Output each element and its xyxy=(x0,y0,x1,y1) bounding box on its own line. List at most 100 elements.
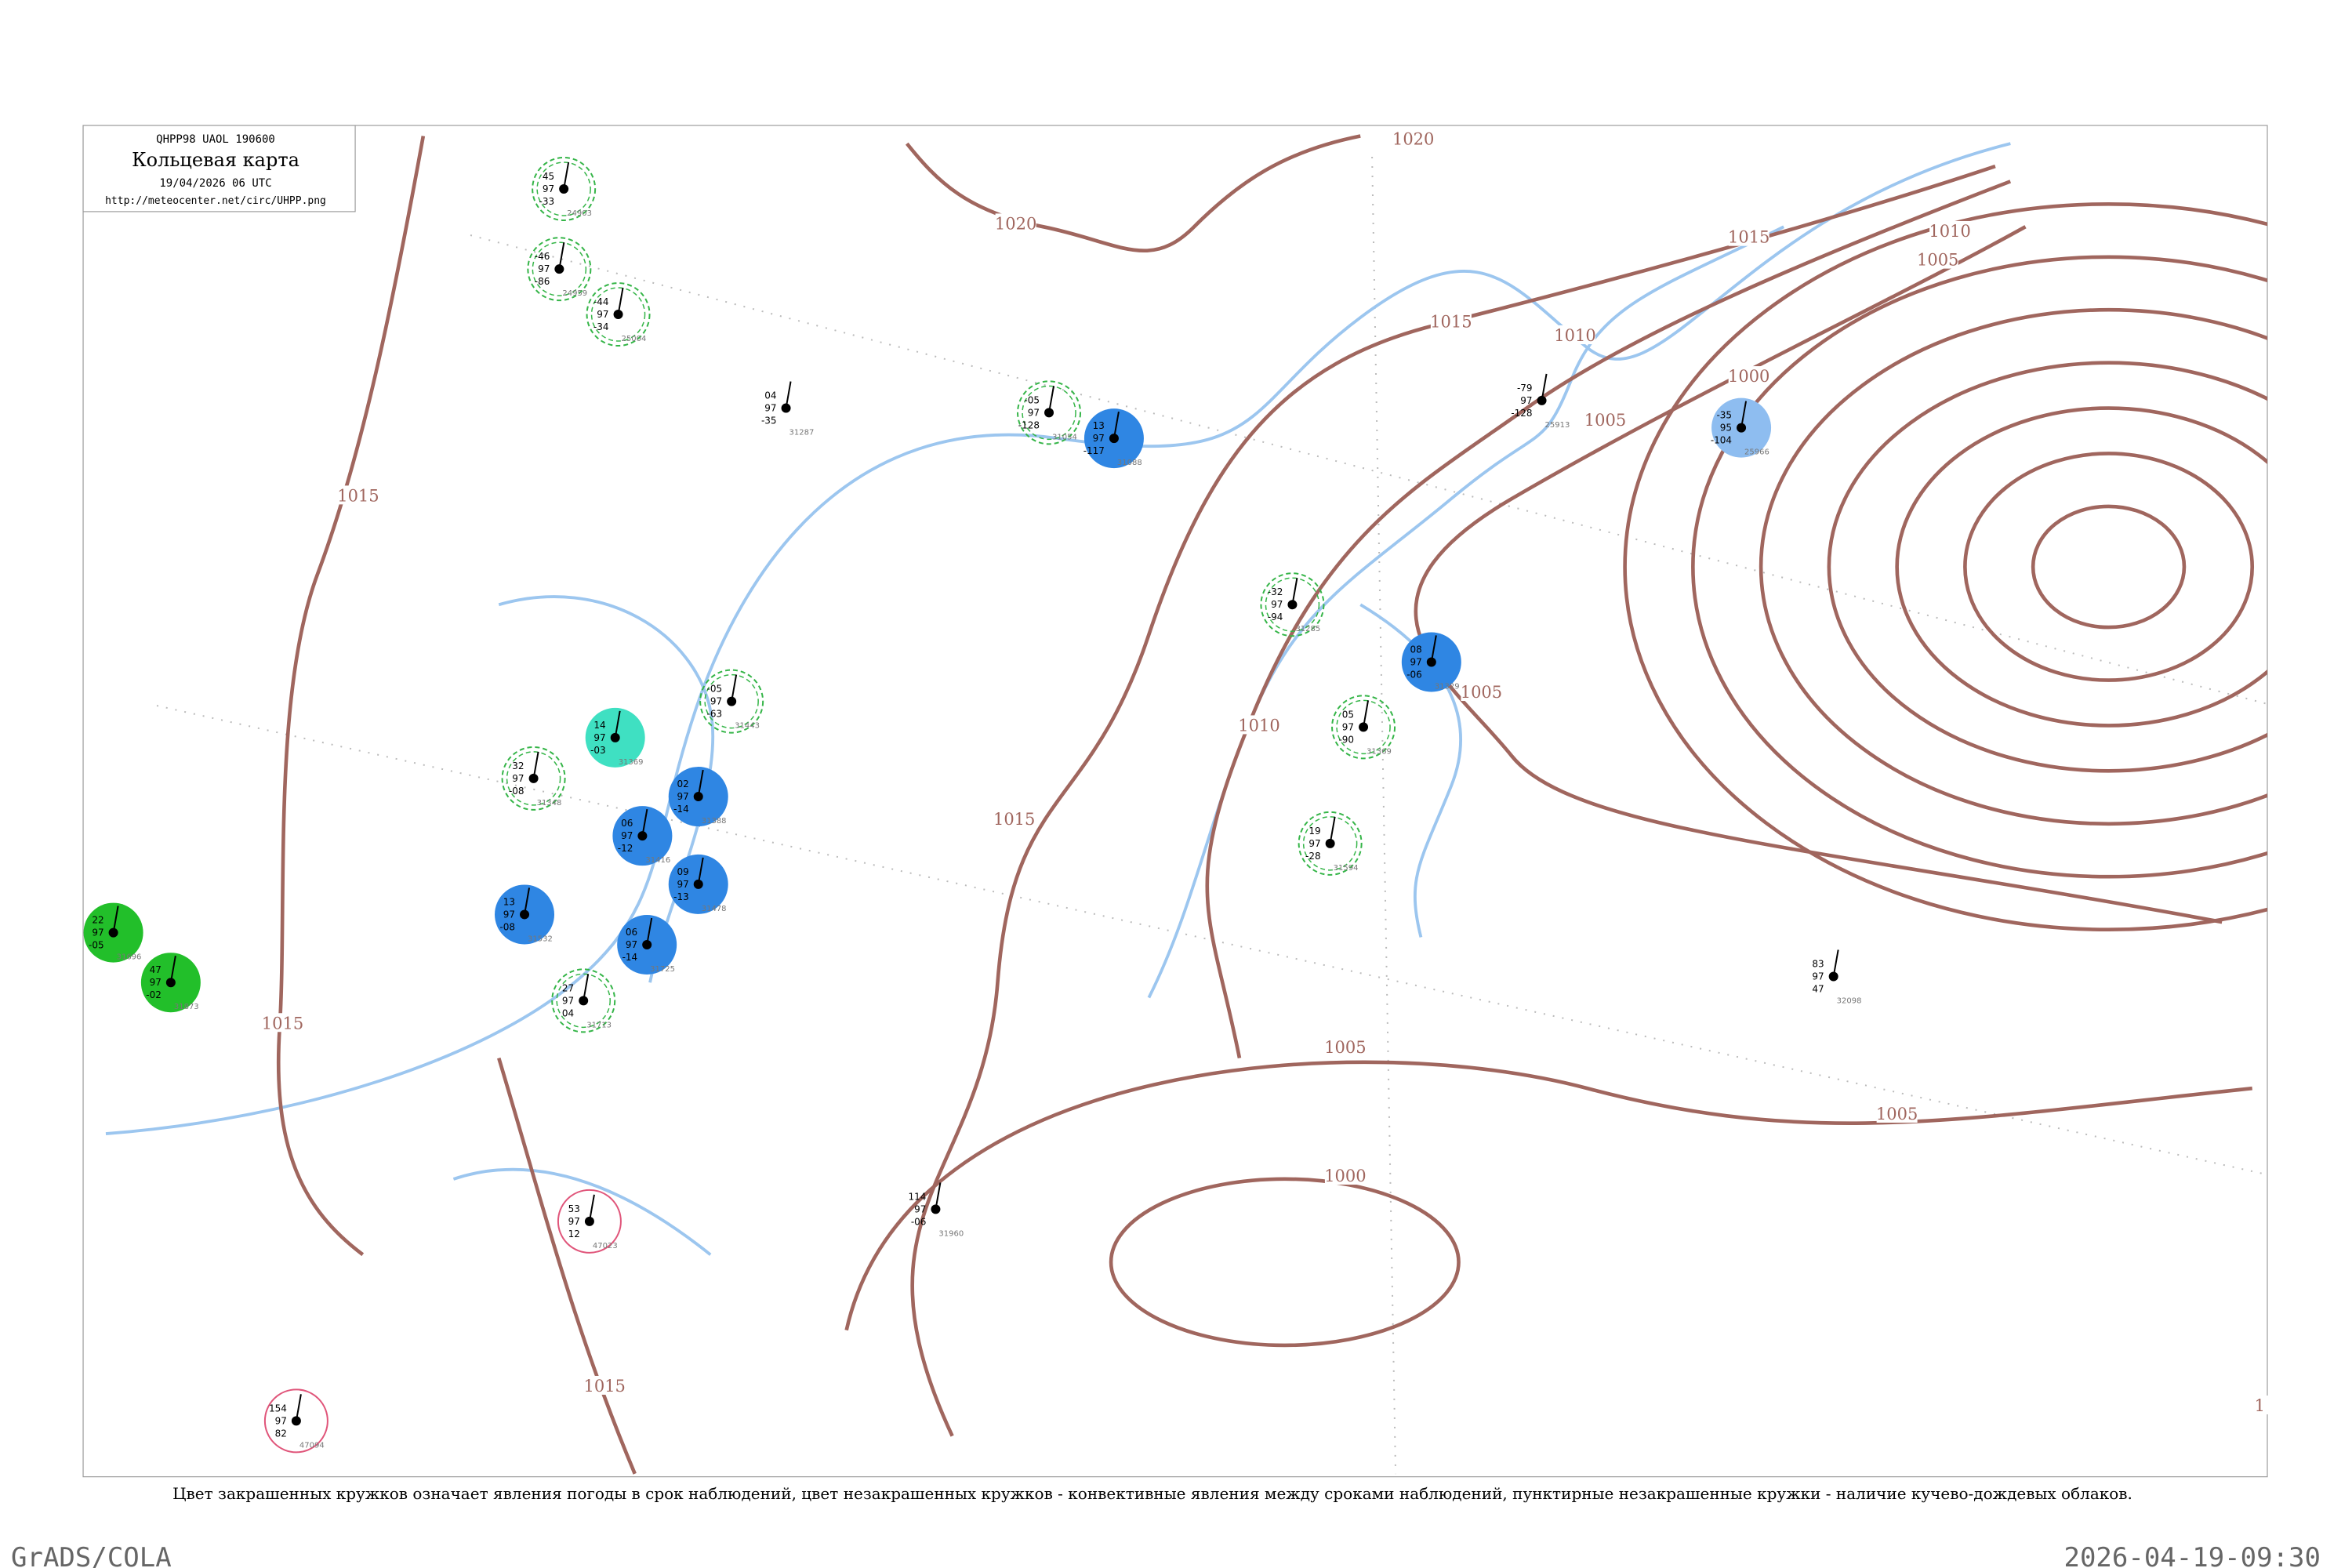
station-pressure: 97 xyxy=(914,1203,926,1214)
station-id: 31416 xyxy=(645,856,670,865)
label-bg xyxy=(1728,227,1769,246)
station-id: 25004 xyxy=(622,335,647,343)
isobar-label: 1010 xyxy=(1929,222,1970,241)
station-pressure: 97 xyxy=(1342,721,1354,732)
wind-barb xyxy=(583,974,590,1001)
station-pressure: 97 xyxy=(593,732,605,743)
cb-ring xyxy=(506,751,561,806)
station-id: 31532 xyxy=(528,935,553,943)
isobar-label: 1000 xyxy=(1728,367,1769,386)
station-temp: 08 xyxy=(1410,644,1422,655)
wind-barb xyxy=(785,381,792,408)
label-bg xyxy=(995,213,1036,233)
station-id: 24903 xyxy=(567,209,592,218)
station-dew: -117 xyxy=(1083,445,1105,456)
station-temp: 114 xyxy=(909,1191,927,1202)
station-id: 31348 xyxy=(537,799,562,808)
cb-ring xyxy=(704,673,759,729)
station-temp: 32 xyxy=(512,760,524,771)
cb-ring xyxy=(1260,572,1325,637)
wind-barb xyxy=(935,1182,942,1210)
station-pressure: 97 xyxy=(512,773,524,784)
cb-ring xyxy=(1302,816,1358,871)
cb-ring xyxy=(1298,811,1363,876)
label-bg xyxy=(2239,1396,2281,1415)
station-dew: -90 xyxy=(1338,734,1354,745)
label-bg xyxy=(1324,1037,1366,1057)
isobar-label: 1010 xyxy=(1238,716,1279,735)
isobar-label: 1000 xyxy=(1324,1167,1366,1185)
station-dew: -05 xyxy=(89,940,104,951)
cb-ring xyxy=(1336,699,1391,755)
station-dew: -02 xyxy=(146,989,162,1000)
label-bg xyxy=(1917,249,1958,269)
station-temp: -32 xyxy=(1268,586,1283,597)
wind-barb xyxy=(1291,578,1298,605)
wind-barb xyxy=(295,1394,302,1421)
footer-left: GrADS/COLA xyxy=(11,1542,172,1568)
station-id: 31478 xyxy=(702,905,727,913)
station-temp: 05 xyxy=(1342,709,1354,720)
isobar xyxy=(844,1060,2252,1331)
station-temp: 09 xyxy=(677,866,688,877)
header-time: 19/04/2026 06 UTC xyxy=(159,177,271,190)
station-id: 25966 xyxy=(1744,448,1769,457)
station-pressure: 97 xyxy=(92,927,103,938)
station-dew: 12 xyxy=(568,1229,580,1240)
label-bg xyxy=(1929,220,1971,240)
cb-ring xyxy=(586,282,651,347)
isobar xyxy=(905,134,1361,253)
station-dew: -128 xyxy=(1018,419,1040,430)
station-dew: 82 xyxy=(275,1428,287,1439)
station-temp: -44 xyxy=(593,296,609,307)
cb-ring xyxy=(699,669,764,734)
isobar xyxy=(1109,1177,1461,1348)
isobar-label: 1020 xyxy=(1392,129,1434,148)
label-bg xyxy=(1461,682,1502,702)
wind-barb xyxy=(588,1194,595,1221)
map-frame xyxy=(82,125,2268,1478)
station-dew: -14 xyxy=(673,804,689,815)
header-title: Кольцевая карта xyxy=(132,149,299,171)
graticule xyxy=(156,156,2267,1475)
wind-barb xyxy=(112,906,119,933)
station-temp: 154 xyxy=(269,1403,287,1414)
station-dew: -34 xyxy=(593,321,609,332)
station-temp: 14 xyxy=(593,720,605,731)
station-id: 31725 xyxy=(650,965,675,974)
station-id: 31088 xyxy=(1117,459,1142,467)
wind-barb xyxy=(1329,816,1336,844)
isobar-rings xyxy=(1623,202,2267,931)
isobar xyxy=(1414,225,2223,924)
station-pressure: 97 xyxy=(677,879,688,890)
wind-barb xyxy=(1740,401,1748,428)
station-temp: 02 xyxy=(677,779,688,789)
cb-ring xyxy=(536,162,591,216)
cb-ring xyxy=(1017,380,1082,445)
label-bg xyxy=(1584,409,1626,429)
wind-barb xyxy=(697,857,704,885)
station-temp: -35 xyxy=(1716,410,1732,421)
station-pressure: 97 xyxy=(621,830,633,841)
station-pressure: 97 xyxy=(1308,838,1320,849)
station-pressure: 97 xyxy=(677,791,688,802)
convective-ring xyxy=(557,1189,622,1254)
station-temp: 13 xyxy=(503,896,515,907)
label-bg xyxy=(262,1013,303,1033)
header-url: http://meteocenter.net/circ/UHPP.png xyxy=(105,195,326,207)
station-temp: 83 xyxy=(1812,958,1824,969)
wind-barb xyxy=(731,674,738,702)
station-pressure: 97 xyxy=(150,977,162,988)
cb-ring xyxy=(532,157,597,221)
station-dew: 47 xyxy=(1812,983,1824,994)
river xyxy=(452,595,715,1256)
station-temp: 53 xyxy=(568,1203,580,1214)
coastline xyxy=(1147,225,1785,999)
station-id: 31287 xyxy=(789,429,815,437)
label-bg xyxy=(337,485,379,505)
isobar-label: 1015 xyxy=(1728,228,1769,247)
label-bg xyxy=(1728,366,1769,386)
station-id: 31054 xyxy=(1052,433,1077,441)
label-bg xyxy=(1392,129,1434,148)
station-dew: -12 xyxy=(618,843,633,854)
